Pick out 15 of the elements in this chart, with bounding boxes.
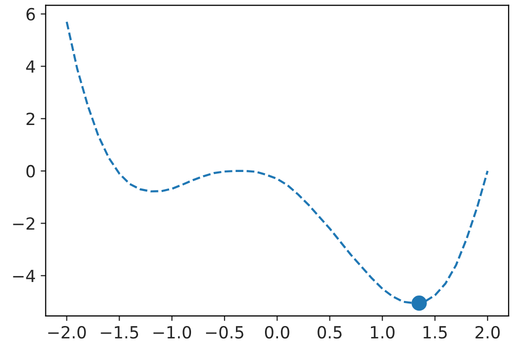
y-tick-label: −4 [13,270,36,282]
x-tick-label: −2.0 [48,326,86,339]
y-tick-label: 0 [26,164,35,178]
x-tick-label: 1.0 [370,326,395,339]
x-tick-label: 1.5 [424,326,447,339]
y-tick-label: −2 [13,217,34,230]
y-tick-label: 4 [26,60,36,73]
x-tick-label: 0.0 [264,326,290,339]
x-tick-label: −0.5 [206,326,244,339]
x-tick-label: −1.0 [153,326,192,339]
x-tick-label: 0.5 [318,326,342,339]
y-tick-label: 6 [26,8,35,21]
y-tick-label: 2 [26,112,34,125]
x-tick-label: −1.5 [100,326,138,339]
x-tick-label: 2.0 [476,326,500,339]
